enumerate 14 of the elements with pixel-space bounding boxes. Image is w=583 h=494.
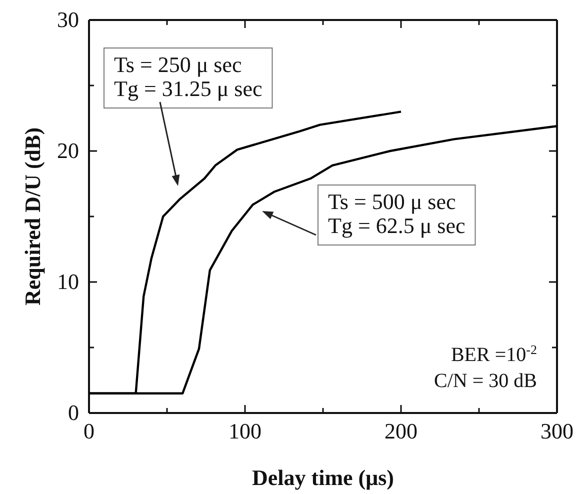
annotation: Ts = 250 μ sec Tg = 31.25 μ sec [114, 52, 262, 101]
x-tick-label: 0 [84, 418, 94, 444]
y-axis-title: Required D/U (dB) [20, 127, 45, 306]
y-tick-label: 20 [57, 138, 79, 164]
x-tick-label: 100 [228, 418, 262, 444]
y-tick-label: 0 [68, 400, 79, 426]
annotation: BER =10$^{-2}$ [450, 342, 537, 366]
x-tick-label: 200 [384, 418, 418, 444]
x-axis-title: Delay time (μs) [252, 465, 394, 490]
y-tick-label: 30 [57, 7, 79, 32]
y-tick-label: 10 [57, 269, 79, 294]
annotation: Ts = 500 μ sec Tg = 62.5 μ sec [328, 189, 466, 238]
x-tick-label: 300 [540, 418, 574, 444]
annotation: C/N = 30 dB [434, 370, 537, 392]
